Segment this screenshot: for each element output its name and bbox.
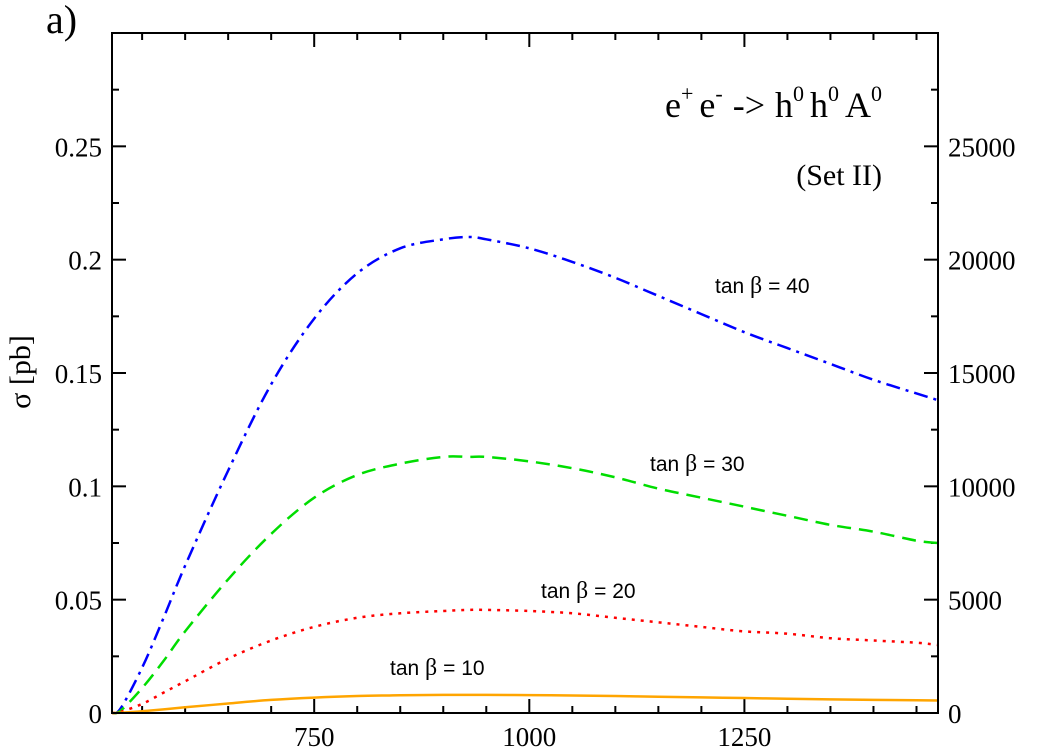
y-tick-label-right: 15000 (948, 359, 1016, 389)
x-tick-label: 1000 (502, 722, 556, 749)
y-axis-label: σ [pb] (4, 335, 37, 409)
series-line-1 (111, 455, 939, 715)
set-label: (Set II) (796, 159, 882, 192)
y-tick-label-left: 0.1 (68, 472, 102, 502)
y-tick-label-right: 10000 (948, 472, 1016, 502)
series-line-2 (111, 608, 939, 715)
process-title: e+ e- -> h0 h0 A0 (665, 81, 882, 125)
x-tick-label: 1250 (717, 722, 771, 749)
y-tick-label-left: 0.25 (55, 132, 102, 162)
y-tick-label-right: 5000 (948, 586, 1002, 616)
curve-label-tanb-30: tan β = 30 (650, 451, 745, 477)
series-line-3 (111, 693, 939, 715)
x-tick-label: 750 (294, 722, 335, 749)
series-line-0 (111, 235, 939, 715)
y-tick-label-left: 0.15 (55, 359, 102, 389)
y-tick-label-left: 0 (89, 699, 103, 729)
y-tick-label-left: 0.2 (68, 246, 102, 276)
y-tick-label-left: 0.05 (55, 586, 102, 616)
panel-label: a) (46, 0, 77, 42)
curve-label-tanb-10: tan β = 10 (390, 655, 485, 681)
axis-tick-labels: 750 1000 1250 0 0.05 0.1 0.15 0.2 0.25 0 5000 10000… (55, 132, 1016, 749)
curve-label-tanb-20: tan β = 20 (541, 578, 636, 604)
series-lines (111, 235, 939, 715)
y-tick-label-right: 20000 (948, 246, 1016, 276)
y-tick-label-right: 0 (948, 699, 962, 729)
y-tick-label-right: 25000 (948, 132, 1016, 162)
plot-frame (111, 32, 939, 714)
curve-label-tanb-40: tan β = 40 (715, 273, 810, 299)
